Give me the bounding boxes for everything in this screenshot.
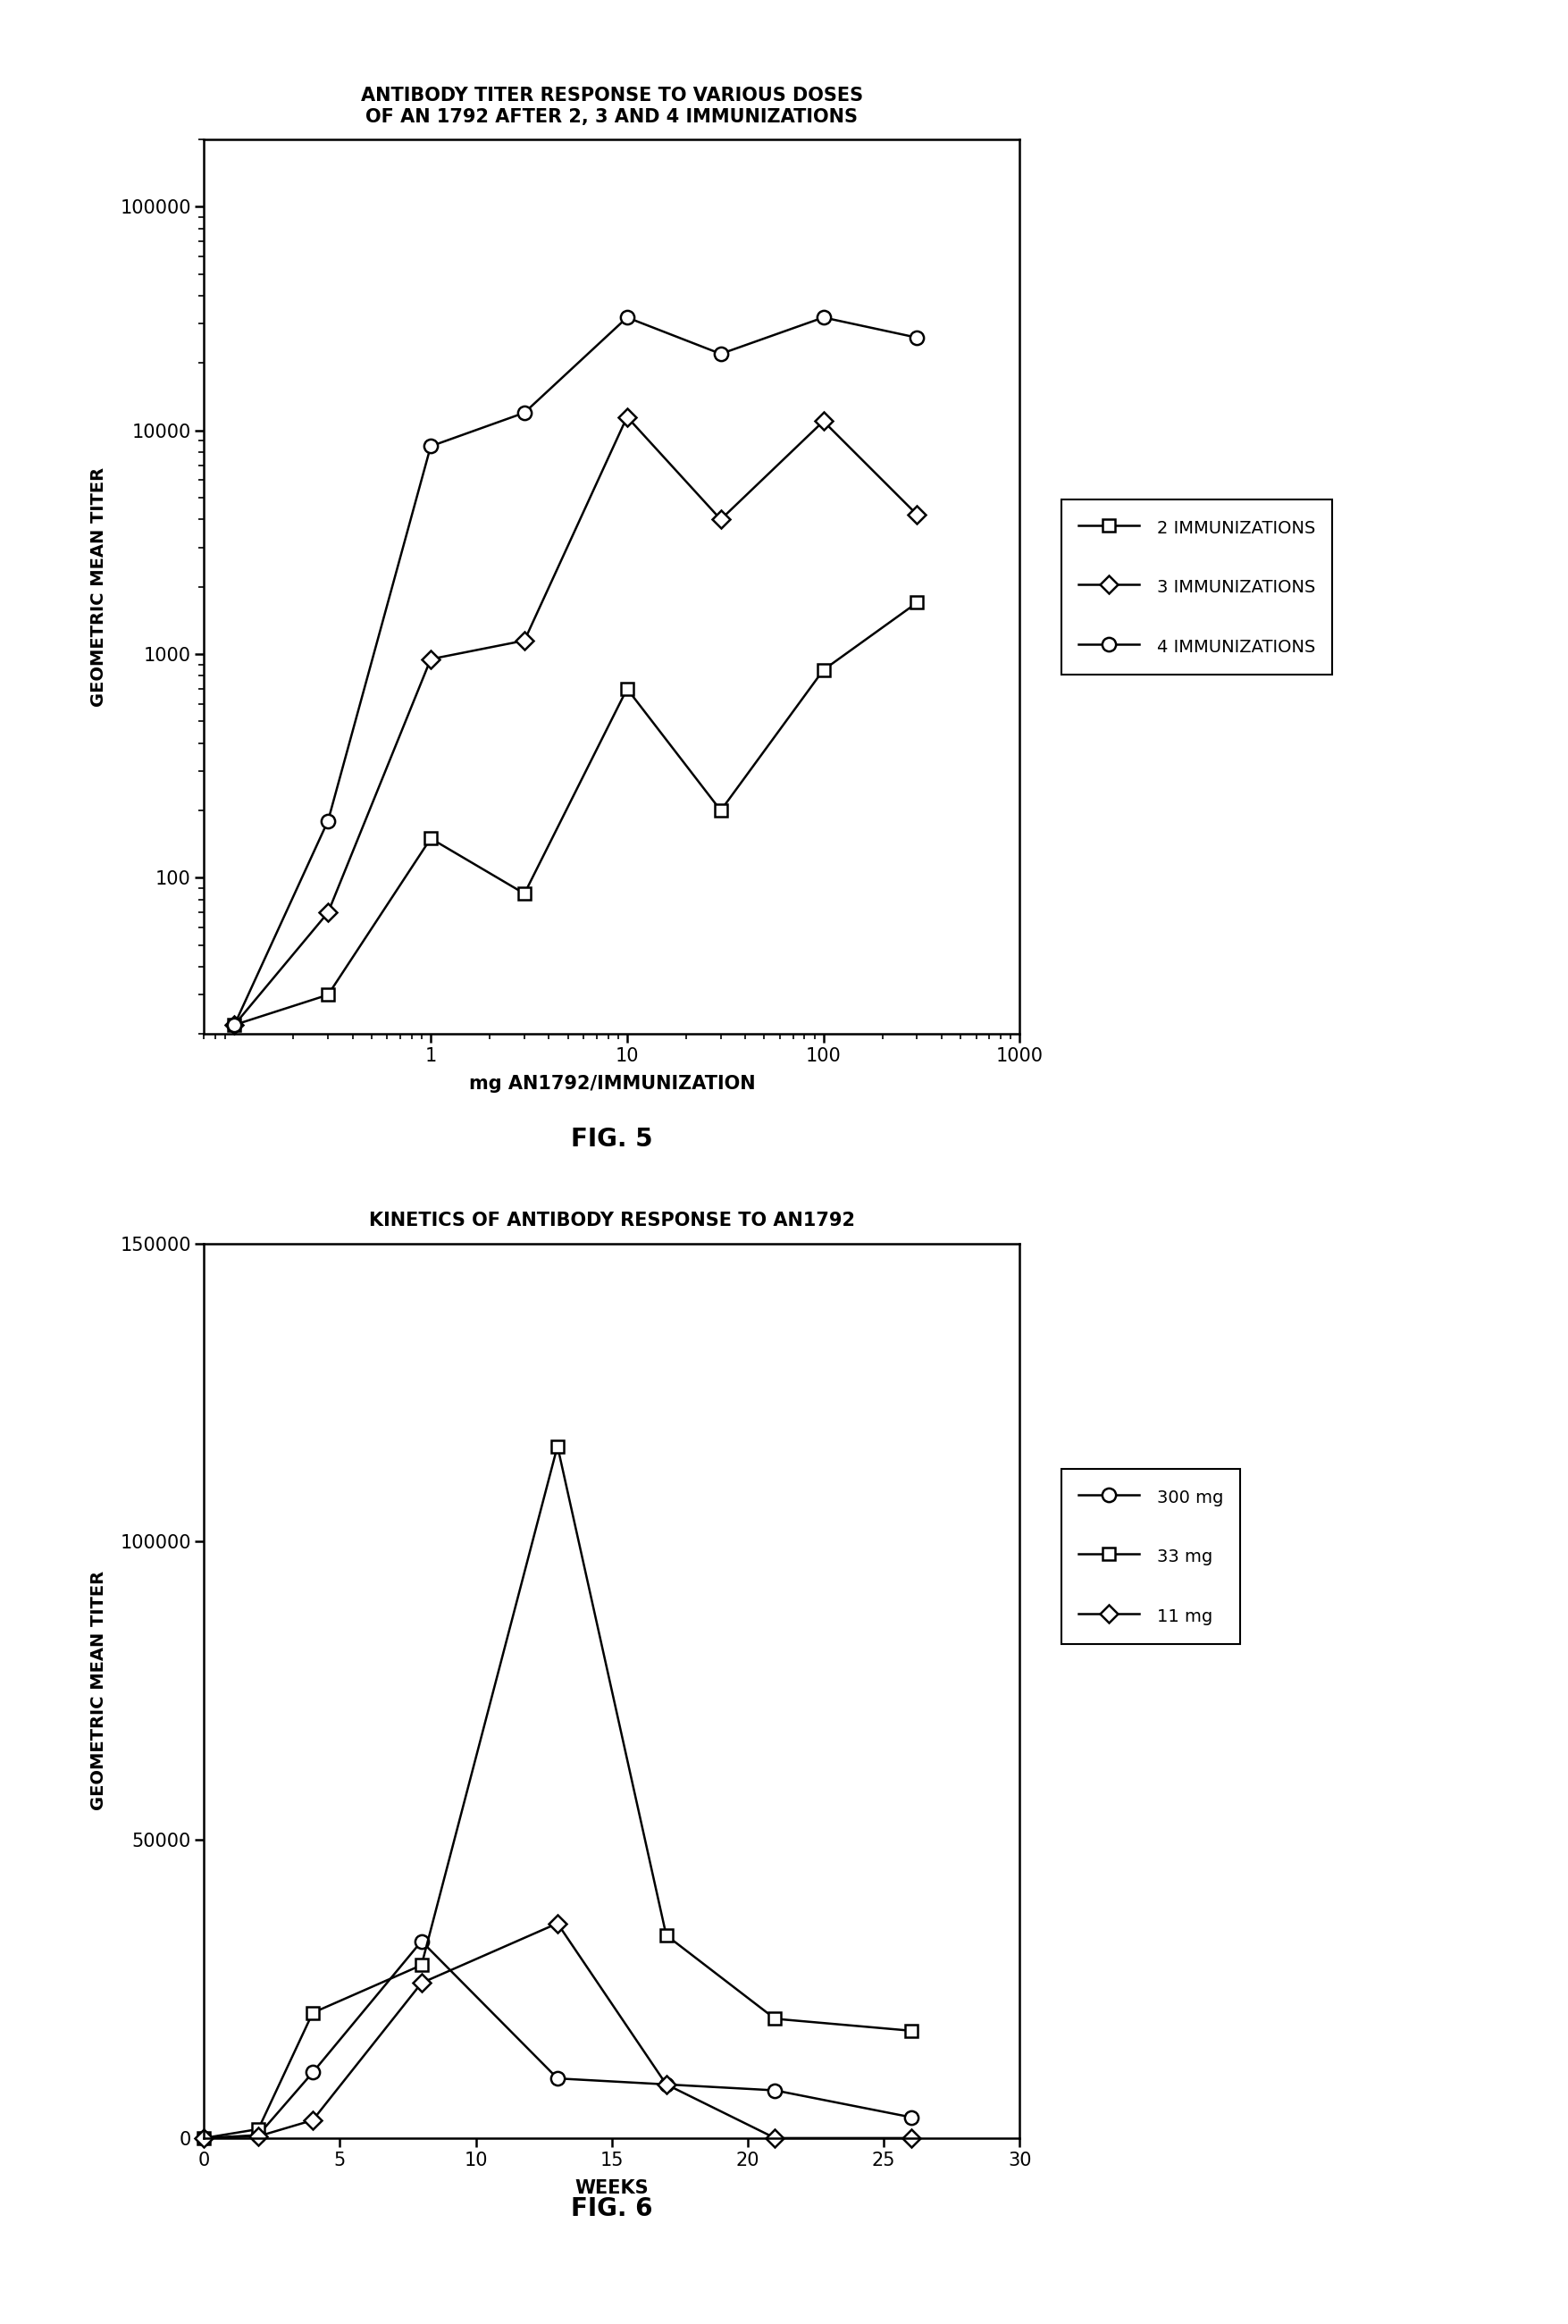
300 mg — [657, 2071, 676, 2099]
4 IMMUNIZATIONS — [710, 339, 729, 367]
Legend: 2 IMMUNIZATIONS, 3 IMMUNIZATIONS, 4 IMMUNIZATIONS: 2 IMMUNIZATIONS, 3 IMMUNIZATIONS, 4 IMMU… — [1060, 500, 1331, 674]
33 mg — [194, 2124, 213, 2152]
2 IMMUNIZATIONS — [908, 588, 927, 616]
11 mg — [303, 2106, 321, 2133]
11 mg — [902, 2124, 920, 2152]
3 IMMUNIZATIONS — [710, 507, 729, 535]
2 IMMUNIZATIONS — [318, 981, 337, 1009]
2 IMMUNIZATIONS — [710, 797, 729, 825]
300 mg — [249, 2122, 268, 2150]
11 mg — [765, 2124, 784, 2152]
300 mg — [547, 2064, 566, 2092]
3 IMMUNIZATIONS — [224, 1011, 243, 1039]
300 mg — [902, 2103, 920, 2131]
X-axis label: WEEKS: WEEKS — [574, 2180, 649, 2196]
X-axis label: mg AN1792/IMMUNIZATION: mg AN1792/IMMUNIZATION — [469, 1076, 754, 1092]
4 IMMUNIZATIONS — [224, 1011, 243, 1039]
4 IMMUNIZATIONS — [908, 323, 927, 351]
3 IMMUNIZATIONS — [318, 899, 337, 927]
33 mg — [765, 2006, 784, 2033]
3 IMMUNIZATIONS — [814, 407, 833, 435]
Line: 300 mg: 300 mg — [198, 1934, 917, 2145]
Title: KINETICS OF ANTIBODY RESPONSE TO AN1792: KINETICS OF ANTIBODY RESPONSE TO AN1792 — [368, 1211, 855, 1229]
Title: ANTIBODY TITER RESPONSE TO VARIOUS DOSES
OF AN 1792 AFTER 2, 3 AND 4 IMMUNIZATIO: ANTIBODY TITER RESPONSE TO VARIOUS DOSES… — [361, 86, 862, 125]
Line: 4 IMMUNIZATIONS: 4 IMMUNIZATIONS — [227, 311, 924, 1032]
11 mg — [249, 2122, 268, 2150]
300 mg — [412, 1927, 431, 1954]
Legend: 300 mg, 33 mg, 11 mg: 300 mg, 33 mg, 11 mg — [1060, 1469, 1240, 1643]
4 IMMUNIZATIONS — [814, 304, 833, 332]
2 IMMUNIZATIONS — [514, 881, 533, 909]
Y-axis label: GEOMETRIC MEAN TITER: GEOMETRIC MEAN TITER — [91, 1571, 108, 1810]
4 IMMUNIZATIONS — [618, 304, 637, 332]
33 mg — [657, 1922, 676, 1950]
33 mg — [303, 1999, 321, 2027]
2 IMMUNIZATIONS — [224, 1011, 243, 1039]
11 mg — [412, 1968, 431, 1996]
33 mg — [412, 1952, 431, 1980]
3 IMMUNIZATIONS — [908, 500, 927, 528]
3 IMMUNIZATIONS — [422, 646, 441, 674]
33 mg — [902, 2017, 920, 2045]
300 mg — [303, 2059, 321, 2087]
4 IMMUNIZATIONS — [422, 432, 441, 460]
2 IMMUNIZATIONS — [618, 674, 637, 702]
3 IMMUNIZATIONS — [514, 627, 533, 655]
300 mg — [765, 2075, 784, 2103]
300 mg — [194, 2124, 213, 2152]
4 IMMUNIZATIONS — [514, 400, 533, 428]
Text: FIG. 6: FIG. 6 — [571, 2196, 652, 2222]
Line: 3 IMMUNIZATIONS: 3 IMMUNIZATIONS — [227, 411, 924, 1032]
Line: 33 mg: 33 mg — [198, 1441, 917, 2145]
11 mg — [194, 2124, 213, 2152]
2 IMMUNIZATIONS — [814, 655, 833, 683]
33 mg — [249, 2115, 268, 2143]
11 mg — [657, 2071, 676, 2099]
3 IMMUNIZATIONS — [618, 402, 637, 430]
4 IMMUNIZATIONS — [318, 806, 337, 834]
33 mg — [547, 1432, 566, 1459]
2 IMMUNIZATIONS — [422, 825, 441, 853]
Line: 11 mg: 11 mg — [198, 1917, 917, 2145]
Text: FIG. 5: FIG. 5 — [571, 1127, 652, 1153]
Y-axis label: GEOMETRIC MEAN TITER: GEOMETRIC MEAN TITER — [91, 467, 108, 706]
11 mg — [547, 1910, 566, 1938]
Line: 2 IMMUNIZATIONS: 2 IMMUNIZATIONS — [227, 597, 924, 1032]
